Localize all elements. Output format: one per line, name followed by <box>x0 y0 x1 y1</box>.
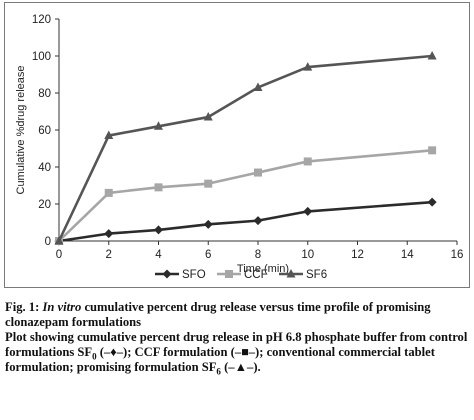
ccf-text: CCF formulation <box>134 345 228 359</box>
y-axis-label: Cumulative %drug release <box>15 65 27 194</box>
x-tick-label: 12 <box>351 249 364 261</box>
data-point-sf6 <box>104 130 114 140</box>
legend-label-ccf: CCF <box>244 269 268 281</box>
legend-marker-sfo <box>162 269 172 279</box>
x-tick-label: 0 <box>56 249 62 261</box>
y-tick-label: 0 <box>45 236 51 248</box>
x-tick-label: 8 <box>255 249 261 261</box>
data-point-sfo <box>104 229 114 239</box>
caption-description: Plot showing cumulative percent drug rel… <box>5 330 471 377</box>
y-tick-label: 60 <box>38 125 51 137</box>
data-point-ccf <box>204 179 213 188</box>
y-tick-label: 100 <box>32 51 51 63</box>
x-axis-label: Time (min) <box>237 263 289 275</box>
x-tick-label: 16 <box>451 249 464 261</box>
legend-marker-ccf <box>225 270 233 278</box>
caption-title-text: cumulative percent drug release versus t… <box>5 300 431 329</box>
data-point-sf6 <box>253 82 263 91</box>
series-line-sfo <box>58 200 433 243</box>
data-point-ccf <box>428 146 437 155</box>
sf0-subscript: 0 <box>92 351 97 362</box>
x-tick-label: 14 <box>401 249 414 261</box>
sfo-symbol: (–♦–); <box>99 345 132 359</box>
data-point-sfo <box>203 219 213 229</box>
caption-title: Fig. 1: In vitro cumulative percent drug… <box>5 300 471 330</box>
data-point-sfo <box>427 197 437 207</box>
x-tick-label: 2 <box>106 249 112 261</box>
x-tick-label: 6 <box>205 249 211 261</box>
data-point-sf6 <box>427 51 437 60</box>
data-point-ccf <box>303 157 312 166</box>
ccf-symbol: (–■–); <box>230 345 264 359</box>
fig-label: Fig. 1: <box>5 300 40 314</box>
data-point-sf6 <box>54 236 64 245</box>
x-tick-label: 4 <box>155 249 162 261</box>
series-line-sf6 <box>57 54 433 242</box>
data-point-ccf <box>254 168 262 177</box>
release-chart: 0 20 40 60 80 100 120 0 2 4 6 8 10 12 14 16 Time (min) Cu… <box>15 14 464 281</box>
caption-desc-part-1: Plot showing cumulative percent drug rel… <box>5 330 468 359</box>
y-tick-label: 80 <box>38 88 51 100</box>
data-point-ccf <box>104 188 113 197</box>
sf6-symbol: (–▲–). <box>224 360 261 374</box>
caption-desc-part-2: conventional commercial tablet formulati… <box>5 345 435 374</box>
series-line-ccf <box>58 149 433 242</box>
data-point-sf6 <box>203 112 213 121</box>
figure-caption: Fig. 1: In vitro cumulative percent drug… <box>5 300 471 377</box>
data-point-ccf <box>154 183 163 192</box>
data-point-sfo <box>154 225 163 235</box>
y-tick-label: 120 <box>32 14 51 26</box>
y-tick-label: 40 <box>38 162 51 174</box>
legend-label-sfo: SFO <box>182 269 206 281</box>
sf6-subscript: 6 <box>216 366 221 377</box>
data-point-sfo <box>303 206 313 216</box>
in-vitro-text: In vitro <box>42 300 82 314</box>
data-point-sf6 <box>154 121 163 130</box>
legend-marker-sf6 <box>286 269 296 278</box>
data-point-sfo <box>253 216 263 226</box>
data-point-sf6 <box>303 62 313 71</box>
x-tick-label: 10 <box>301 249 314 261</box>
y-tick-label: 20 <box>38 199 51 211</box>
chart-frame: 0 20 40 60 80 100 120 0 2 4 6 8 10 12 14 16 Time (min) Cu… <box>4 2 470 288</box>
legend-label-sf6: SF6 <box>306 269 327 281</box>
